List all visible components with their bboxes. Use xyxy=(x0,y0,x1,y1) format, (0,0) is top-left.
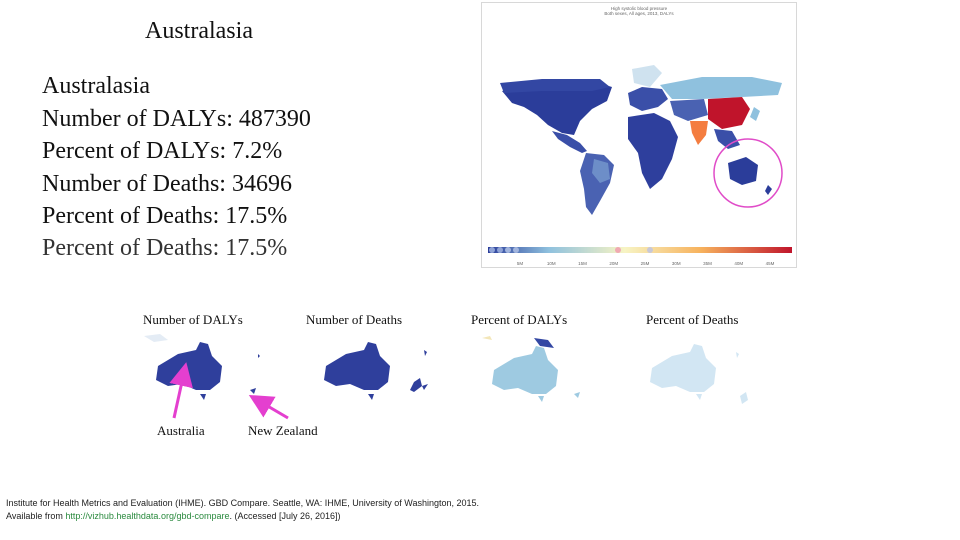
citation-suffix: . (Accessed [July 26, 2016]) xyxy=(229,511,341,521)
stats-deaths-percent-duplicate: Percent of Deaths: 17.5% xyxy=(42,235,288,261)
central-asia xyxy=(670,99,708,121)
scale-tick-label: 20M xyxy=(609,261,618,266)
citation-text: Institute for Health Metrics and Evaluat… xyxy=(6,498,480,521)
png-island xyxy=(144,334,168,342)
australia-mainland xyxy=(324,342,390,390)
tasmania xyxy=(200,394,206,400)
map-label-dalys-percent: Percent of DALYs xyxy=(471,312,568,327)
japan xyxy=(750,107,760,121)
greenland xyxy=(632,65,662,87)
stats-deaths-number: Number of Deaths: 34696 xyxy=(42,170,292,197)
map-label-deaths-number: Number of Deaths xyxy=(306,312,403,327)
highlight-ring xyxy=(713,138,783,208)
map-number-of-deaths xyxy=(324,342,428,400)
new-zealand-label: New Zealand xyxy=(248,423,318,438)
north-america xyxy=(502,81,612,135)
australia-mainland xyxy=(492,346,558,394)
color-scale-bar xyxy=(488,247,792,253)
scale-tick-label: 10M xyxy=(547,261,556,266)
new-zealand-small xyxy=(765,185,772,195)
world-map: 5M 10M 15M 20M 25M 30M 35M 40M 45M xyxy=(488,65,792,266)
png-island xyxy=(534,338,554,348)
world-map-title: High systolic blood pressure Both sexes,… xyxy=(604,6,674,16)
scale-tick-label: 35M xyxy=(703,261,712,266)
slide-title: Australasia xyxy=(145,18,253,44)
central-america xyxy=(552,131,587,153)
map-number-of-dalys xyxy=(144,334,260,400)
canada-north xyxy=(500,79,610,93)
color-scale-ticks: 5M 10M 15M 20M 25M 30M 35M 40M 45M xyxy=(517,261,775,266)
scale-tick-label: 15M xyxy=(578,261,587,266)
australia-mainland xyxy=(156,342,222,390)
map-percent-of-dalys xyxy=(482,336,580,402)
scale-tick-label: 40M xyxy=(734,261,743,266)
tasmania xyxy=(696,394,702,400)
map-label-deaths-percent: Percent of Deaths xyxy=(646,312,739,327)
scale-tick-label: 45M xyxy=(766,261,775,266)
europe xyxy=(628,87,668,111)
citation-link[interactable]: http://vizhub.healthdata.org/gbd-compare xyxy=(65,511,230,521)
stats-dalys-number: Number of DALYs: 487390 xyxy=(42,105,311,132)
australia-label: Australia xyxy=(157,423,205,438)
scale-tick-label: 5M xyxy=(517,261,524,266)
citation: Institute for Health Metrics and Evaluat… xyxy=(6,497,486,523)
australia-small xyxy=(728,157,758,185)
australia-mainland xyxy=(650,344,716,392)
map-label-dalys-number: Number of DALYs xyxy=(143,312,243,327)
scale-tick-label: 30M xyxy=(672,261,681,266)
tasmania xyxy=(368,394,374,400)
southeast-asia xyxy=(714,129,740,149)
stats-block: Australasia Number of DALYs: 487390 Perc… xyxy=(42,70,311,233)
china xyxy=(708,97,750,129)
stats-deaths-percent: Percent of Deaths: 17.5% xyxy=(42,203,288,229)
scale-tick-label: 25M xyxy=(641,261,650,266)
stats-dalys-percent: Percent of DALYs: 7.2% xyxy=(42,138,283,164)
africa xyxy=(628,113,678,189)
world-map-panel: High systolic blood pressure Both sexes,… xyxy=(481,2,797,268)
tasmania xyxy=(538,396,544,402)
stats-region: Australasia xyxy=(42,73,150,99)
map-percent-of-deaths xyxy=(650,344,748,404)
brazil xyxy=(592,159,610,183)
india xyxy=(690,121,708,145)
russia xyxy=(660,77,782,99)
new-zealand xyxy=(410,378,422,392)
